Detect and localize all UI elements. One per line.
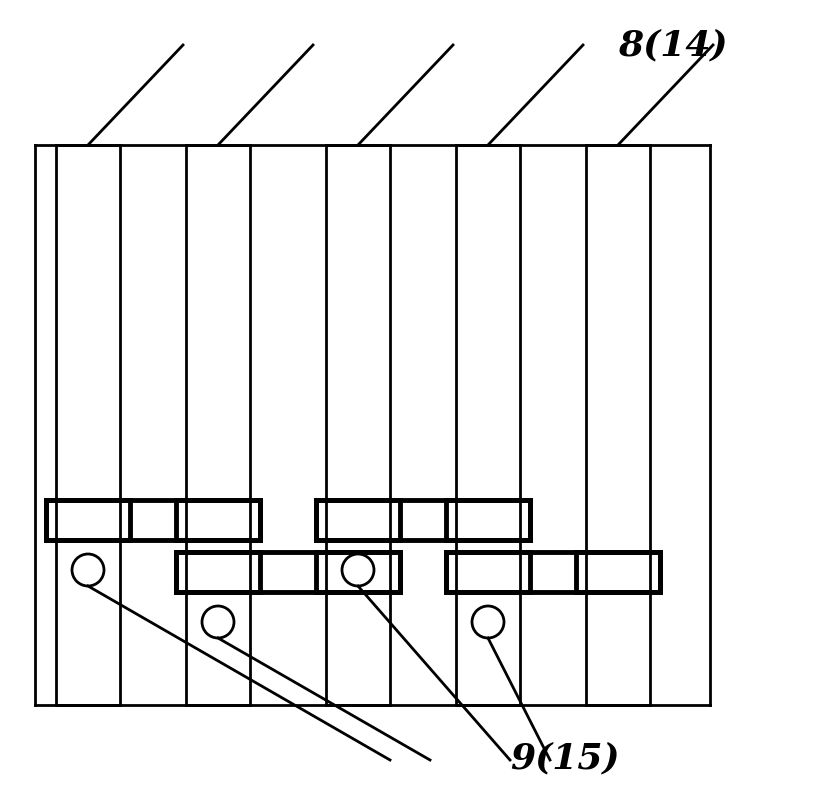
Text: 9(15): 9(15) xyxy=(510,741,619,775)
Text: 8(14): 8(14) xyxy=(618,28,728,62)
